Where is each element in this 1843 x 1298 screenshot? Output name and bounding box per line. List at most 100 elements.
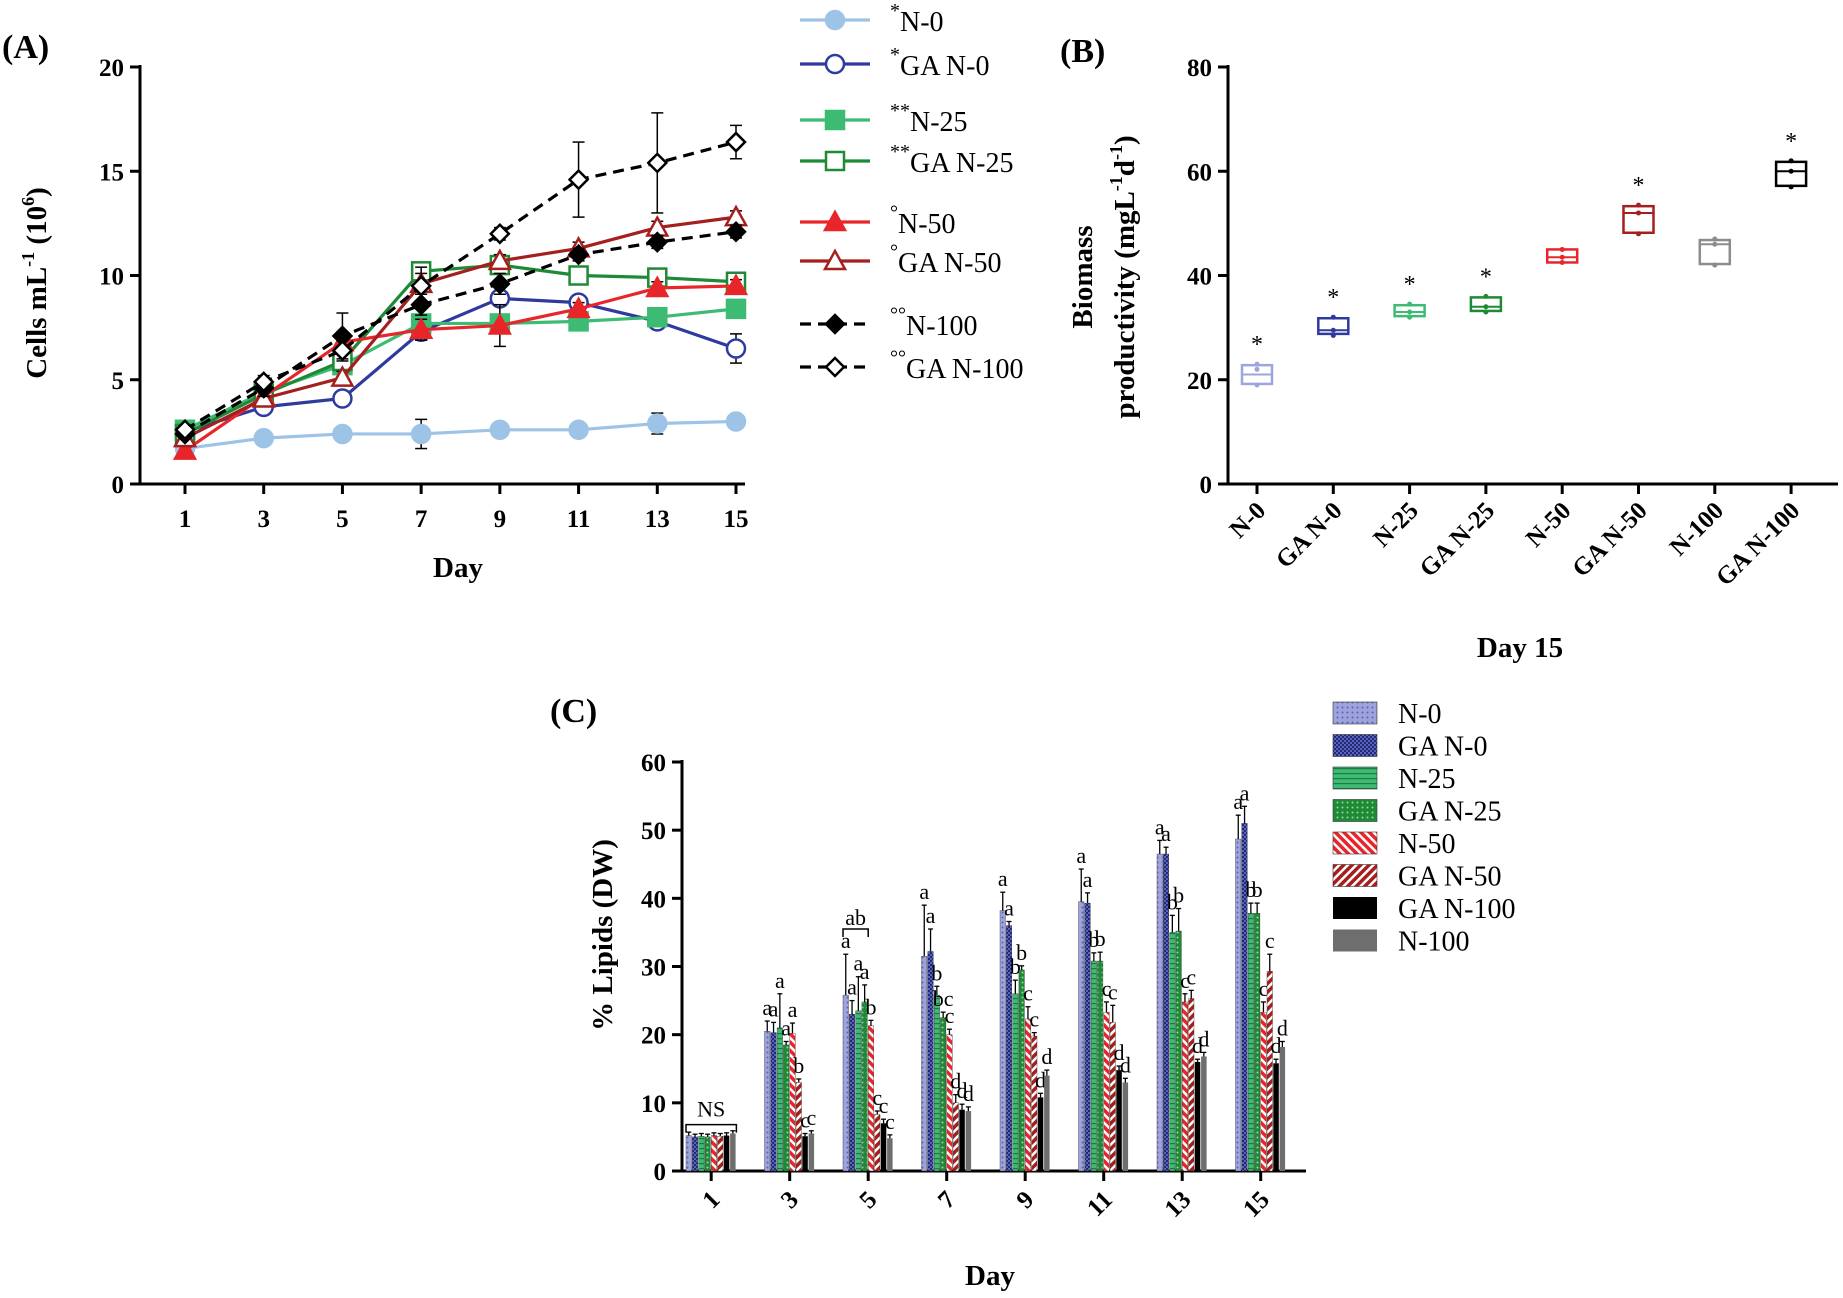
bar: [808, 1133, 815, 1171]
significance-letter: c: [1029, 1007, 1039, 1032]
significance-star: *: [1404, 272, 1416, 298]
significance-letter: b: [1167, 889, 1178, 914]
panel-c-x-axis-title: Day: [965, 1260, 1015, 1292]
panel-a-y-tick-label: 15: [99, 159, 124, 186]
legend-label: *N-0: [890, 0, 944, 38]
data-point: [646, 152, 669, 174]
bar: [1024, 1018, 1031, 1172]
box-point: [1788, 184, 1794, 190]
series-line: [184, 140, 737, 432]
bar: [1156, 853, 1163, 1172]
panel-a-x-tick-label: 11: [567, 506, 591, 533]
panel-b-x-tick-label: N-25: [1368, 497, 1423, 552]
panel-c-y-axis-title: % Lipids (DW): [587, 839, 619, 1031]
legend-swatch: [1333, 929, 1377, 952]
ns-bracket: [685, 1123, 738, 1133]
ab-bracket: [842, 928, 869, 938]
data-point: [567, 168, 590, 191]
data-point: [725, 298, 747, 320]
significance-letter: a: [788, 997, 798, 1022]
bar: [1241, 823, 1248, 1172]
bar: [1037, 1097, 1044, 1171]
significance-letter: c: [1108, 979, 1118, 1004]
box-n-50: [1545, 246, 1579, 265]
legend-prefix: °: [890, 241, 898, 263]
data-point: [568, 419, 589, 441]
bar: [959, 1109, 965, 1171]
significance-letter: d: [1120, 1052, 1131, 1077]
significance-letter: c: [800, 1108, 810, 1133]
legend-label: N-25: [1398, 764, 1456, 795]
panel-a-x-tick-label: 15: [724, 506, 749, 533]
bar: [1116, 1070, 1122, 1171]
significance-letter: b: [1095, 926, 1106, 951]
panel-a-x-tick-label: 3: [257, 506, 270, 533]
significance-letter: c: [1186, 964, 1196, 989]
legend-label: N-0: [1398, 699, 1442, 730]
significance-letter: bc: [933, 986, 954, 1011]
box-point: [1712, 236, 1718, 242]
legend-marker: [824, 109, 846, 131]
box-point: [1254, 361, 1260, 367]
panel-c-y-tick-label: 10: [641, 1091, 666, 1118]
significance-star: *: [1785, 129, 1797, 155]
legend-name: GA N-100: [906, 354, 1023, 385]
bar: [1090, 960, 1097, 1172]
bar: [685, 1135, 692, 1172]
box-point: [1483, 309, 1489, 315]
bar: [874, 1114, 881, 1172]
significance-letter: c: [1102, 976, 1112, 1001]
panel-b-label: (B): [1060, 33, 1105, 70]
bar: [1266, 971, 1273, 1172]
data-point: [725, 338, 747, 359]
bar: [999, 910, 1006, 1172]
significance-letter: d: [1271, 1033, 1282, 1058]
panel-b-subtitle: Day 15: [1477, 632, 1563, 664]
significance-letter: c: [1265, 928, 1275, 953]
legend-name: N-100: [906, 311, 978, 342]
significance-letter: a: [998, 866, 1008, 891]
panel-a-y-tick-label: 5: [112, 368, 125, 395]
significance-star: *: [1251, 332, 1263, 358]
panel-c-x-tick-label: 11: [1082, 1186, 1118, 1222]
data-point: [332, 388, 353, 409]
significance-star: *: [1633, 173, 1645, 199]
panel-b-boxes: * * * * * *: [1240, 129, 1808, 388]
panel-a-y-tick-label: 0: [112, 472, 125, 499]
panel-c-x-tick-label: 15: [1238, 1186, 1275, 1223]
data-point: [489, 223, 511, 245]
legend-swatch: [1332, 766, 1378, 790]
bar: [1247, 913, 1254, 1172]
panel-b-y-tick-label: 20: [1187, 368, 1212, 395]
panel-b-y-axis-title-line1: Biomass: [1067, 225, 1099, 328]
bar: [1254, 913, 1261, 1172]
bar: [723, 1135, 730, 1171]
significance-letter: a: [847, 975, 857, 1000]
panel-a-y-axis-title: Cells mL-1 (106): [18, 187, 53, 379]
bar: [940, 1017, 947, 1172]
significance-letter: b: [865, 994, 876, 1019]
bar: [1235, 838, 1242, 1172]
legend-marker: [824, 9, 846, 31]
bar: [855, 1010, 862, 1172]
bar: [730, 1133, 736, 1171]
legend-prefix: °°: [890, 347, 906, 369]
box-ga-n-100: *: [1774, 129, 1808, 190]
legend-label: **GA N-25: [890, 141, 1013, 179]
bar: [1012, 993, 1019, 1172]
significance-letter: b: [793, 1053, 804, 1078]
box-body: [1774, 160, 1808, 188]
box-point: [1483, 293, 1489, 299]
legend-name: GA N-50: [898, 248, 1001, 279]
bar: [842, 994, 849, 1172]
legend-name: N-25: [910, 107, 968, 138]
bar: [802, 1136, 808, 1171]
panel-a-x-tick-label: 7: [415, 506, 428, 533]
box-n-0: *: [1240, 332, 1274, 388]
panel-c-y-tick-label: 60: [641, 750, 666, 777]
panel-a-series-n-0: [174, 411, 747, 459]
data-point: [725, 131, 747, 153]
